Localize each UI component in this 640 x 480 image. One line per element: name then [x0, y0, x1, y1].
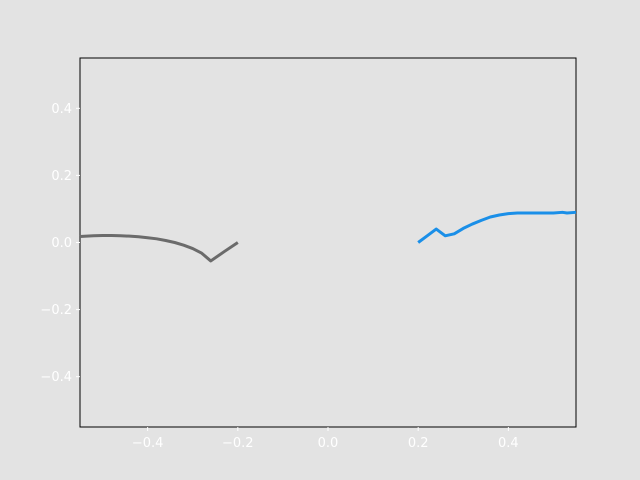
y-axis: −0.4 −0.2 0.0 0.2 0.4: [40, 102, 80, 385]
y-tick-label: −0.4: [40, 370, 72, 385]
y-tick-label: 0.0: [51, 236, 72, 251]
x-tick-label: −0.4: [132, 436, 164, 451]
x-tick-label: 0.4: [498, 436, 519, 451]
y-tick-label: −0.2: [40, 303, 72, 318]
x-tick-label: 0.2: [408, 436, 429, 451]
y-tick-label: 0.2: [51, 169, 72, 184]
plot-area: [79, 210, 577, 263]
series-line-right: [417, 210, 577, 244]
y-tick-label: 0.4: [51, 102, 72, 117]
axes-border: [79, 57, 577, 428]
x-tick-label: −0.2: [222, 436, 254, 451]
series-line-left: [79, 233, 239, 263]
axes-frame: [79, 57, 577, 428]
x-tick-label: 0.0: [318, 436, 339, 451]
x-axis: −0.4 −0.2 0.0 0.2 0.4: [132, 427, 519, 451]
